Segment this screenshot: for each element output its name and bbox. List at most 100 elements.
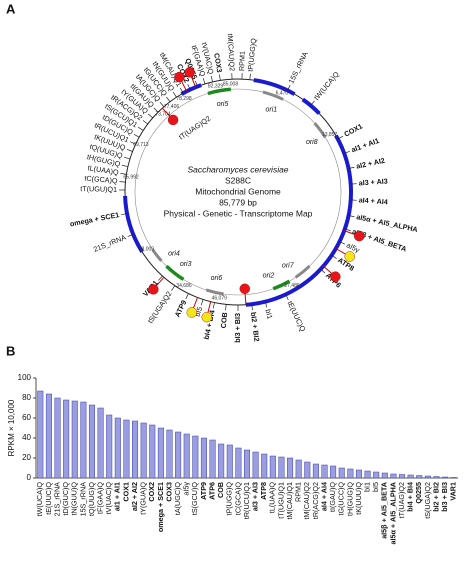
inner-label: tT(UAG)Q2 bbox=[177, 114, 212, 142]
bar bbox=[81, 402, 87, 478]
feature-label: tP(UGG)Q bbox=[246, 37, 258, 72]
bar bbox=[382, 473, 388, 478]
feature-tick bbox=[219, 74, 220, 80]
coordinate: 85,008 bbox=[223, 82, 239, 88]
bar bbox=[158, 428, 164, 478]
origin-label: ori5 bbox=[217, 101, 229, 108]
marker bbox=[174, 72, 184, 82]
feature-tick bbox=[213, 303, 214, 309]
feature-label: bI2 + BI2 bbox=[249, 311, 262, 342]
feature-label: COX1 bbox=[342, 122, 364, 139]
bar bbox=[451, 478, 457, 479]
bar bbox=[38, 391, 44, 478]
feature-tick bbox=[186, 294, 189, 299]
bar bbox=[184, 434, 190, 478]
coordinate: 77,406 bbox=[164, 104, 180, 110]
gene-arc bbox=[125, 196, 142, 252]
coordinate: 27,486 bbox=[284, 283, 300, 289]
feature-label: tT(UGU)Q1 bbox=[80, 184, 117, 194]
center-text: Saccharomyces cerevisiae bbox=[187, 164, 288, 174]
marker bbox=[185, 67, 195, 77]
origin-label: ori4 bbox=[168, 251, 180, 258]
bar bbox=[305, 462, 311, 478]
bar bbox=[218, 444, 224, 478]
feature-label: aI2 + AI2 bbox=[355, 156, 385, 171]
origin-label: ori3 bbox=[180, 261, 192, 268]
feature-tick bbox=[127, 149, 133, 151]
origin-label: ori2 bbox=[263, 272, 275, 279]
bar bbox=[391, 474, 397, 478]
y-tick-label: 80 bbox=[22, 393, 31, 402]
origin-label: ori6 bbox=[211, 275, 223, 282]
feature-label: omega + SCE1 bbox=[69, 210, 120, 228]
bar bbox=[287, 458, 293, 478]
coordinate: 65,992 bbox=[123, 174, 139, 180]
bar bbox=[356, 470, 362, 478]
coordinate: 73,704 bbox=[155, 112, 171, 118]
feature-tick bbox=[226, 304, 227, 310]
coordinate: 13,857 bbox=[322, 132, 338, 138]
bar bbox=[167, 430, 173, 478]
bar bbox=[270, 456, 276, 478]
bar bbox=[322, 465, 328, 478]
gray-arrow bbox=[206, 290, 223, 294]
bar bbox=[201, 438, 207, 478]
marker bbox=[148, 284, 158, 294]
coordinate: 58,009 bbox=[139, 247, 155, 253]
bar bbox=[261, 454, 267, 478]
bar bbox=[339, 468, 345, 478]
feature-tick bbox=[122, 165, 128, 166]
origin-arc bbox=[166, 266, 183, 279]
bar bbox=[244, 450, 250, 478]
bar bbox=[193, 436, 199, 478]
feature-tick bbox=[124, 157, 130, 159]
y-tick-label: 0 bbox=[27, 473, 32, 482]
feature-label: ATP9 bbox=[173, 299, 189, 319]
bar bbox=[98, 408, 104, 478]
feature-tick bbox=[143, 120, 148, 124]
bar bbox=[425, 476, 431, 478]
feature-tick bbox=[211, 76, 212, 82]
bar bbox=[72, 401, 78, 478]
bar bbox=[115, 418, 121, 478]
coordinate: 69,713 bbox=[133, 142, 149, 148]
feature-tick bbox=[134, 134, 139, 137]
y-tick-label: 20 bbox=[22, 453, 31, 462]
feature-tick bbox=[203, 78, 205, 84]
feature-tick bbox=[171, 286, 174, 291]
feature-label: bI1 bbox=[263, 308, 274, 320]
bar bbox=[175, 432, 181, 478]
bar bbox=[434, 477, 440, 479]
origin-label: ori1 bbox=[265, 106, 277, 113]
feature-label: 15S_rRNA bbox=[286, 50, 309, 85]
bar bbox=[296, 460, 302, 478]
feature-label: RPM1 bbox=[237, 51, 247, 71]
gray-arrow bbox=[296, 266, 310, 277]
feature-tick bbox=[201, 299, 203, 305]
bar bbox=[330, 466, 336, 478]
marker bbox=[202, 312, 212, 322]
feature-label: 21S_rRNA bbox=[92, 233, 127, 254]
coordinate: 82,329 bbox=[208, 84, 224, 90]
bar bbox=[141, 423, 147, 478]
feature-tick bbox=[148, 114, 153, 118]
feature-label: aI3 + AI3 bbox=[358, 176, 388, 187]
origin-arc bbox=[208, 89, 231, 93]
feature-label: bI3 + BI3 bbox=[233, 313, 242, 343]
panel-label: B bbox=[6, 343, 15, 358]
feature-label: COB bbox=[219, 312, 230, 329]
bar bbox=[132, 421, 138, 478]
marker bbox=[187, 307, 197, 317]
bar bbox=[313, 464, 319, 478]
bar bbox=[236, 448, 242, 478]
y-axis-label: RPKM × 10,000 bbox=[7, 399, 16, 456]
marker bbox=[330, 272, 340, 282]
center-text: Physical - Genetic - Transcriptome Map bbox=[164, 208, 313, 218]
origin-label: ori8 bbox=[306, 139, 318, 146]
feature-tick bbox=[138, 127, 143, 130]
marker bbox=[240, 284, 250, 294]
bar bbox=[46, 394, 52, 478]
feature-label: tW(UCA)Q bbox=[312, 69, 341, 101]
bar bbox=[399, 475, 405, 479]
